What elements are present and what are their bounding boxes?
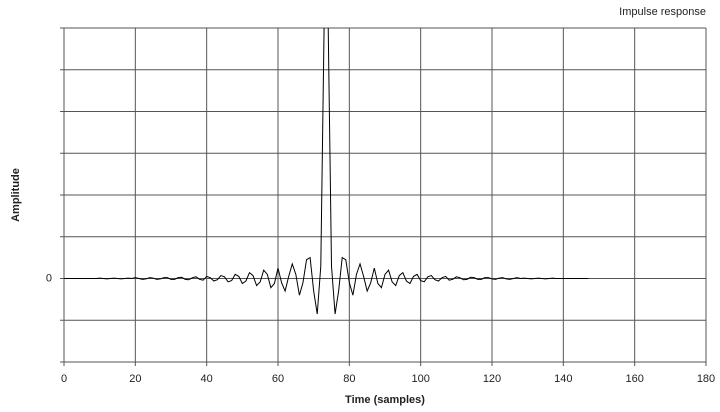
x-tick-label: 20 — [129, 373, 141, 385]
x-tick-label: 100 — [411, 373, 429, 385]
x-tick-label: 60 — [272, 373, 284, 385]
chart-title: Impulse response — [619, 6, 706, 18]
x-tick-label: 120 — [483, 373, 501, 385]
x-tick-label: 80 — [343, 373, 355, 385]
x-tick-label: 160 — [625, 373, 643, 385]
x-tick-label: 0 — [61, 373, 67, 385]
x-tick-label: 140 — [554, 373, 572, 385]
series-line — [64, 28, 589, 315]
y-tick-label: 0 — [46, 272, 52, 284]
grid — [60, 27, 707, 366]
plot-area — [64, 28, 589, 315]
y-axis-title: Amplitude — [10, 168, 22, 222]
x-tick-label: 180 — [697, 373, 715, 385]
x-axis-title: Time (samples) — [345, 394, 425, 406]
x-tick-label: 40 — [201, 373, 213, 385]
